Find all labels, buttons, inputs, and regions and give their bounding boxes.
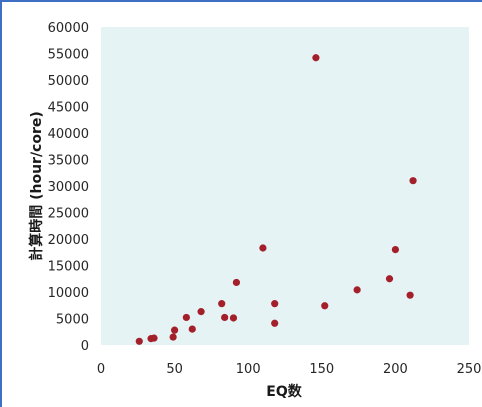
data-point: [135, 337, 143, 345]
y-tick-label: 10000: [48, 286, 89, 301]
y-tick-label: 35000: [48, 154, 89, 169]
data-point: [182, 313, 190, 322]
data-point: [221, 313, 229, 322]
data-point: [150, 334, 158, 342]
data-point: [321, 302, 329, 310]
y-tick-label: 30000: [48, 180, 89, 195]
y-tick-label: 50000: [48, 74, 89, 89]
y-axis-tick-labels: 0 5000 10000 15000 20000 25000 30000 35000 40000…: [48, 21, 89, 354]
plot-area: [101, 27, 469, 345]
data-point: [197, 308, 205, 316]
data-point: [271, 319, 279, 327]
y-tick-label: 25000: [48, 207, 89, 222]
data-point: [218, 300, 226, 308]
x-tick-label: 250: [457, 362, 482, 377]
data-point: [353, 286, 361, 294]
data-point: [229, 314, 238, 322]
y-tick-label: 55000: [48, 48, 89, 63]
data-point: [169, 333, 177, 341]
data-point: [385, 275, 394, 283]
y-tick-label: 15000: [48, 260, 89, 275]
data-point: [171, 326, 179, 334]
x-tick-label: 0: [97, 362, 105, 377]
y-tick-label: 40000: [48, 127, 89, 142]
x-tick-label: 200: [383, 362, 408, 377]
y-tick-label: 5000: [56, 313, 89, 328]
data-point: [259, 244, 267, 252]
data-points: [135, 54, 417, 345]
x-tick-label: 50: [166, 362, 183, 377]
y-tick-label: 0: [81, 339, 89, 354]
data-point: [312, 54, 320, 62]
x-tick-label: 150: [309, 362, 334, 377]
data-point: [409, 177, 417, 185]
y-tick-label: 60000: [48, 21, 89, 36]
x-axis-tick-labels: 0 50 100 150 200 250: [97, 362, 482, 377]
y-axis-title: 計算時間 (hour/core): [28, 111, 45, 261]
x-tick-label: 100: [236, 362, 261, 377]
data-point: [271, 300, 279, 308]
y-tick-label: 45000: [48, 101, 89, 116]
data-point: [391, 246, 399, 254]
y-tick-label: 20000: [48, 233, 89, 248]
data-point: [188, 325, 196, 333]
x-axis-title: EQ数: [266, 383, 302, 400]
data-point: [232, 278, 241, 287]
data-point: [406, 291, 414, 299]
